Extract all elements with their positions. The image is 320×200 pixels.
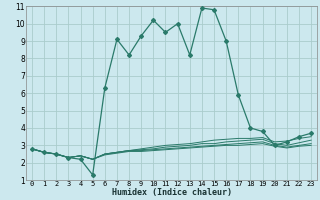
- X-axis label: Humidex (Indice chaleur): Humidex (Indice chaleur): [112, 188, 232, 197]
